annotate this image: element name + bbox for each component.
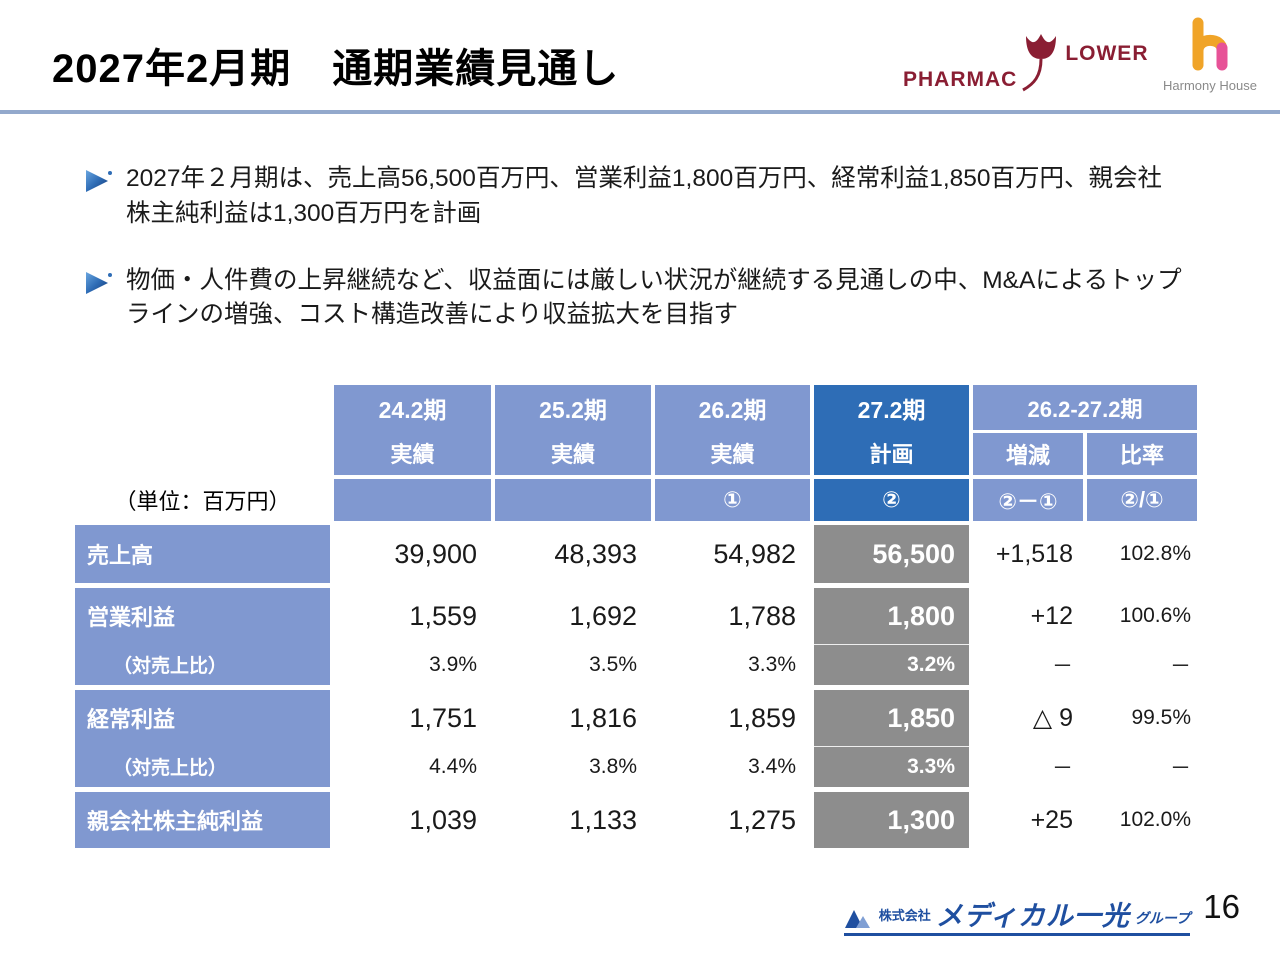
mountain-icon — [844, 910, 870, 928]
tulip-flower-icon — [1022, 34, 1057, 92]
span-sub-pair: 増減 比率 — [973, 433, 1197, 475]
period-label: 25.2期 — [539, 397, 607, 423]
col-header-24-2: 24.2期 実績 — [334, 385, 491, 475]
cell-value: 1,559 — [334, 588, 491, 644]
cell-value-diff: － — [973, 644, 1083, 685]
cell-value: 1,751 — [334, 690, 491, 746]
row-label: （対売上比） — [75, 644, 330, 685]
pharmacy-flower-logo: PHARMAC LOWER — [903, 26, 1148, 102]
cell-value-plan: 3.2% — [814, 644, 969, 685]
bullet-text: 2027年２月期は、売上高56,500百万円、営業利益1,800百万円、経常利益… — [126, 165, 1163, 227]
cell-value: 39,900 — [334, 525, 491, 583]
footer-company-suffix: グループ — [1134, 910, 1190, 926]
period-sub-label: 実績 — [550, 442, 595, 467]
table-row-sales: 売上高 39,900 48,393 54,982 56,500 +1,518 1… — [75, 525, 1197, 583]
cell-value-plan: 1,800 — [814, 588, 969, 644]
row-label: 売上高 — [75, 525, 330, 583]
cell-value-plan: 56,500 — [814, 525, 969, 583]
table-row-ordinary-margin: （対売上比） 4.4% 3.8% 3.4% 3.3% － － — [75, 746, 1197, 787]
cell-value-plan: 1,850 — [814, 690, 969, 746]
mark-cell — [495, 479, 651, 521]
period-sub-label: 実績 — [710, 442, 755, 467]
cell-value-ratio: － — [1087, 644, 1197, 685]
cell-value: 3.4% — [655, 746, 810, 787]
row-label: 親会社株主純利益 — [75, 792, 330, 848]
cell-value: 1,816 — [495, 690, 651, 746]
mark-cell — [334, 479, 491, 521]
col-header-25-2: 25.2期 実績 — [495, 385, 651, 475]
cell-value: 3.8% — [495, 746, 651, 787]
cell-value: 3.9% — [334, 644, 491, 685]
table-row-ordinary-income: 経常利益 1,751 1,816 1,859 1,850 △ 9 99.5% — [75, 690, 1197, 746]
bullet-list: 2027年２月期は、売上高56,500百万円、営業利益1,800百万円、経常利益… — [84, 162, 1214, 365]
period-label: 26.2期 — [698, 397, 767, 423]
harmony-house-logo: Harmony House — [1160, 16, 1260, 93]
col-header-27-2-plan: 27.2期 計画 — [814, 385, 969, 475]
cell-value: 54,982 — [655, 525, 810, 583]
mark-cell-plan: ② — [814, 479, 969, 521]
bullet-item: 2027年２月期は、売上高56,500百万円、営業利益1,800百万円、経常利益… — [84, 162, 1214, 232]
mark-cell: ① — [655, 479, 810, 521]
cell-value-ratio: 100.6% — [1087, 588, 1197, 644]
period-label: 27.2期 — [857, 397, 926, 423]
footer-company-prefix: 株式会社 — [878, 908, 931, 923]
cell-value: 1,788 — [655, 588, 810, 644]
unit-label: （単位：百万円） — [75, 479, 330, 521]
cell-value: 3.3% — [655, 644, 810, 685]
mark-cell: ②/① — [1087, 479, 1197, 521]
cell-value: 1,692 — [495, 588, 651, 644]
harmony-house-caption: Harmony House — [1163, 78, 1257, 93]
cell-value-ratio: 102.0% — [1087, 792, 1197, 848]
cell-value-ratio: 99.5% — [1087, 690, 1197, 746]
cell-value: 4.4% — [334, 746, 491, 787]
row-label: 営業利益 — [75, 588, 330, 644]
row-label: （対売上比） — [75, 746, 330, 787]
cell-value-diff: △ 9 — [973, 690, 1083, 746]
cell-value-diff: － — [973, 746, 1083, 787]
table-row-operating-margin: （対売上比） 3.9% 3.5% 3.3% 3.2% － － — [75, 644, 1197, 685]
col-header-26-2: 26.2期 実績 — [655, 385, 810, 475]
cell-value-diff: +12 — [973, 588, 1083, 644]
cell-value-plan: 1,300 — [814, 792, 969, 848]
title-divider — [0, 110, 1280, 114]
cell-value: 1,039 — [334, 792, 491, 848]
row-label: 経常利益 — [75, 690, 330, 746]
mark-cell: ②－① — [973, 479, 1083, 521]
diff-header: 増減 — [973, 433, 1083, 475]
table-mark-row: （単位：百万円） ① ② ②－① ②/① — [75, 479, 1197, 521]
footer-company-name: メディカル一光 — [935, 901, 1130, 931]
page-title: 2027年2月期 通期業績見通し — [52, 47, 620, 91]
period-label: 26.2-27.2期 — [973, 385, 1197, 430]
cell-value: 1,859 — [655, 690, 810, 746]
cell-value: 1,275 — [655, 792, 810, 848]
table-row-operating-income: 営業利益 1,559 1,692 1,788 1,800 +12 100.6% — [75, 588, 1197, 644]
period-label: 24.2期 — [378, 397, 447, 423]
cell-value-diff: +25 — [973, 792, 1083, 848]
cell-value: 1,133 — [495, 792, 651, 848]
pharmacy-flower-text-right: LOWER — [1065, 42, 1149, 65]
header-label-spacer — [75, 385, 330, 475]
cell-value-ratio: 102.8% — [1087, 525, 1197, 583]
harmony-house-h-icon — [1192, 17, 1228, 71]
results-table: 24.2期 実績 25.2期 実績 26.2期 実績 27.2期 計画 26.2… — [75, 385, 1197, 848]
cell-value-ratio: － — [1087, 746, 1197, 787]
period-sub-label: 実績 — [390, 442, 435, 467]
table-header-row: 24.2期 実績 25.2期 実績 26.2期 実績 27.2期 計画 26.2… — [75, 385, 1197, 475]
table-row-net-income: 親会社株主純利益 1,039 1,133 1,275 1,300 +25 102… — [75, 792, 1197, 848]
cell-value: 3.5% — [495, 644, 651, 685]
medical-ikkou-logo: 株式会社 メディカル一光 グループ — [843, 901, 1190, 936]
cell-value-plan: 3.3% — [814, 746, 969, 787]
page-number: 16 — [1203, 888, 1240, 925]
arrow-bullet-icon — [86, 170, 112, 192]
pharmacy-flower-text-left: PHARMAC — [903, 68, 1018, 91]
col-header-26-27-span: 26.2-27.2期 増減 比率 — [973, 385, 1197, 475]
cell-value: 48,393 — [495, 525, 651, 583]
bullet-text: 物価・人件費の上昇継続など、収益面には厳しい状況が継続する見通しの中、M&Aによ… — [126, 266, 1182, 329]
ratio-header: 比率 — [1087, 433, 1197, 475]
period-sub-label: 計画 — [869, 442, 914, 467]
bullet-item: 物価・人件費の上昇継続など、収益面には厳しい状況が継続する見通しの中、M&Aによ… — [84, 264, 1214, 334]
arrow-bullet-icon — [86, 271, 112, 294]
cell-value-diff: +1,518 — [973, 525, 1083, 583]
